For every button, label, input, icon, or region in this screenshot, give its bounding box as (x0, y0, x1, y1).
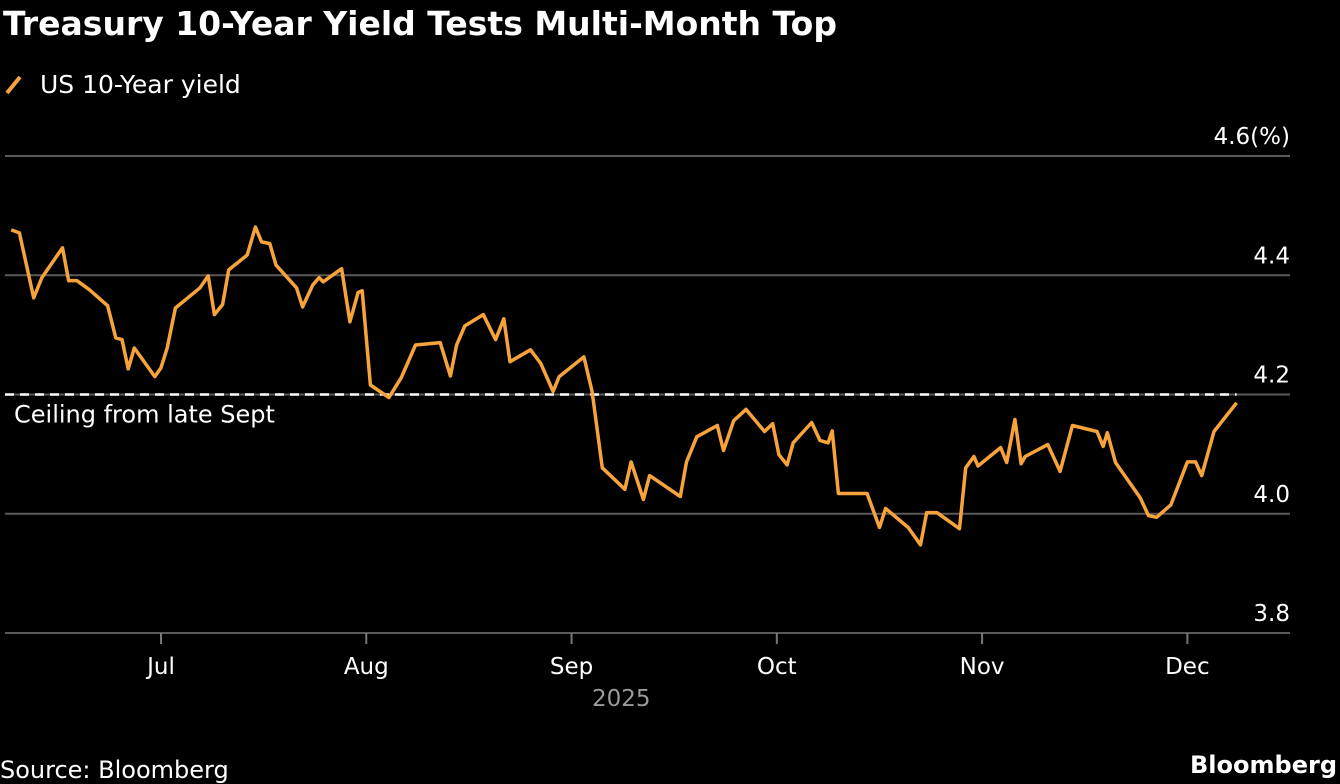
brand: Bloomberg (1190, 751, 1337, 779)
legend-label: US 10-Year yield (40, 70, 241, 99)
y-tick-label: 4.0 (1253, 482, 1290, 508)
y-tick-label: 4.6(%) (1214, 124, 1290, 150)
annotation: Ceiling from late Sept (14, 401, 275, 429)
legend-swatch (5, 75, 22, 95)
y-tick-label: 4.4 (1253, 243, 1290, 269)
x-tick-label: Sep (550, 654, 593, 680)
x-tick-label: Nov (960, 654, 1005, 680)
x-tick-label: Jul (145, 654, 175, 680)
y-tick-label: 4.2 (1253, 363, 1290, 389)
x-tick-label: Oct (757, 654, 797, 680)
data-line (10, 225, 1238, 547)
y-tick-label: 3.8 (1253, 601, 1290, 627)
chart-title: Treasury 10-Year Yield Tests Multi-Month… (3, 4, 837, 43)
x-axis-label: 2025 (592, 686, 651, 712)
x-tick-label: Dec (1165, 654, 1210, 680)
source: Source: Bloomberg (0, 756, 229, 784)
x-tick-label: Aug (344, 654, 389, 680)
